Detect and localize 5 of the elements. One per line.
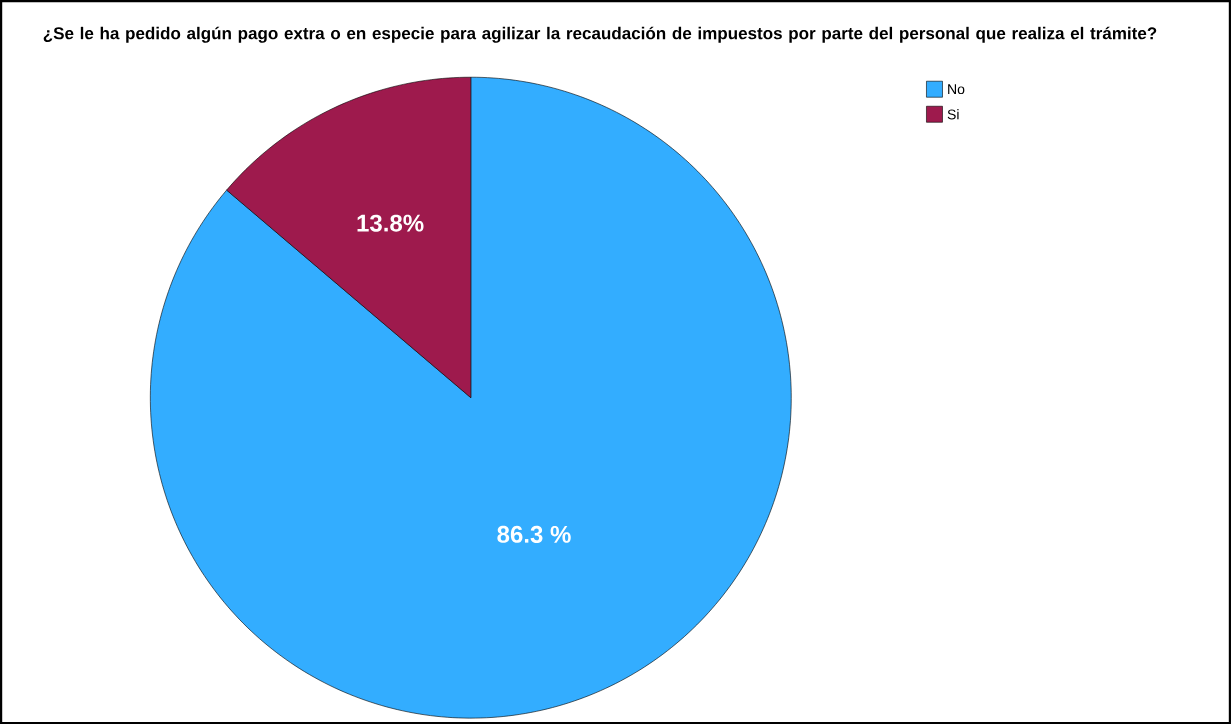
chart-title: ¿Se le ha pedido algún pago extra o en especie para agilizar la recaudación de impuestos por parte del personal que realiza el trámite?: [43, 26, 1157, 43]
data-label: 13.8%: [357, 214, 424, 232]
legend-label: Si: [947, 108, 959, 120]
data-label: 86.3 %: [497, 525, 571, 543]
legend-label: No: [948, 84, 965, 94]
